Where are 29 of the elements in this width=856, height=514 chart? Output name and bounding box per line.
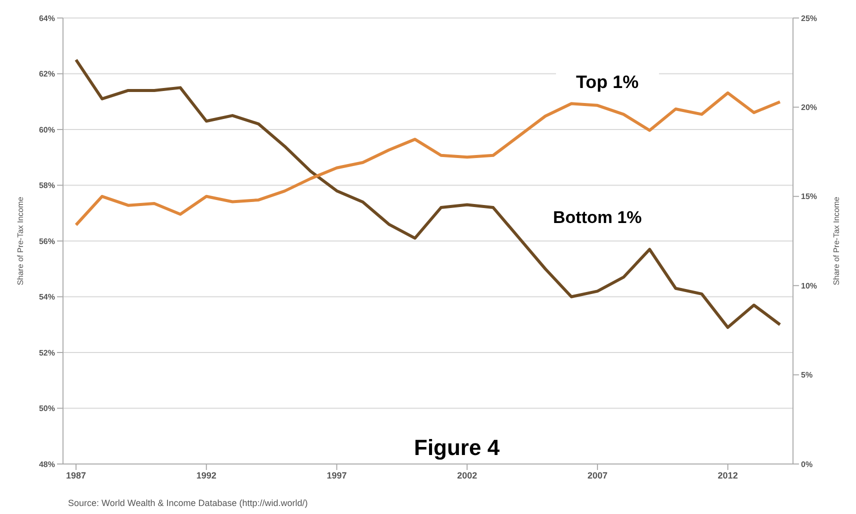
y2-tick-label: 0% [801,460,813,469]
y-tick-label: 56% [38,236,55,246]
y-tick-label: 60% [38,125,55,134]
annotation: Bottom 1% [553,208,642,228]
annotation: Top 1% [556,70,659,95]
y-tick-label: 50% [38,404,55,414]
y2-axis-title: Share of Pre-Tax Income [832,196,841,286]
y2-tick-label: 15% [801,192,818,202]
y-tick-label: 48% [38,460,55,469]
y2-tick-label: 20% [801,103,818,112]
annotation: Figure 4 [394,433,520,463]
y2-tick-label: 5% [801,370,813,380]
y-tick-label: 64% [38,14,55,23]
x-tick-label: 2002 [457,470,478,480]
y-axis-title: Share of Pre-Tax Income [16,196,25,286]
y-tick-label: 62% [38,70,55,79]
y2-tick-label: 25% [801,14,818,23]
line-series [74,91,782,226]
y2-tick-label: 10% [801,281,818,290]
line-series [74,58,782,329]
x-tick-label: 2007 [587,470,608,480]
x-tick-label: 1997 [326,470,347,480]
y-tick-label: 52% [38,348,55,358]
y-tick-label: 58% [38,181,55,190]
x-tick-label: 1987 [66,470,86,480]
y-tick-label: 54% [38,292,55,302]
x-tick-label: 2012 [718,470,738,480]
x-tick-label: 1992 [196,470,216,480]
source-note: Source: World Wealth & Income Database (http://wid.world/) [68,498,308,508]
